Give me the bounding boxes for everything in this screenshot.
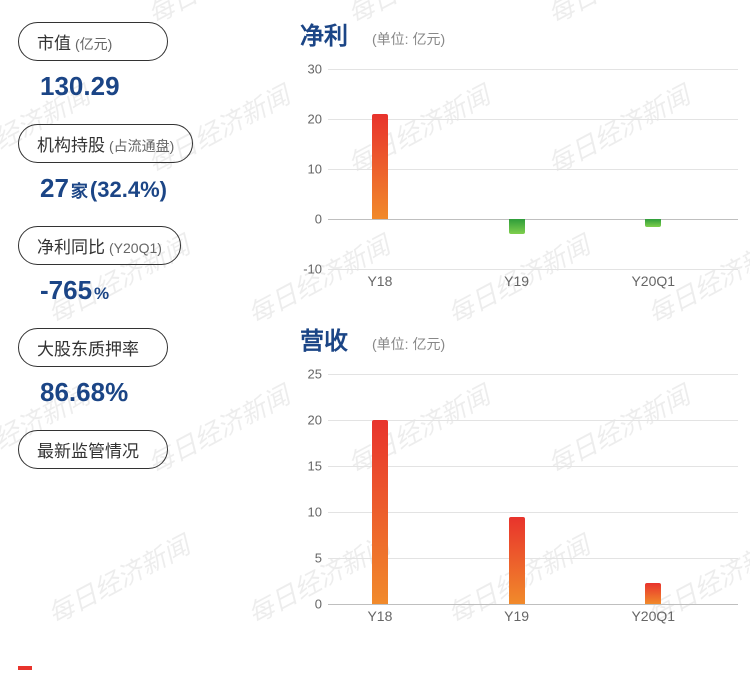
x-tick-label: Y20Q1 xyxy=(631,608,675,624)
bar xyxy=(509,517,525,604)
x-tick-label: Y18 xyxy=(367,273,392,289)
bar xyxy=(372,114,388,219)
metric-sub: (占流通盘) xyxy=(109,136,174,156)
gridline xyxy=(328,374,738,375)
y-tick-label: 20 xyxy=(308,112,322,127)
chart-unit-label: (单位: 亿元) xyxy=(372,29,445,49)
accent-bar-icon xyxy=(18,666,32,670)
x-tick-label: Y19 xyxy=(504,608,529,624)
metric-unit: % xyxy=(94,284,109,304)
metric-value: -765 xyxy=(40,275,92,306)
y-tick-label: 10 xyxy=(308,505,322,520)
x-tick-label: Y20Q1 xyxy=(631,273,675,289)
metric-regulatory: 最新监管情况 xyxy=(18,430,268,469)
gridline xyxy=(328,512,738,513)
gridline xyxy=(328,558,738,559)
profit-chart: 净利 (单位: 亿元) -10 0 10 20 30 Y18 Y19 Y20Q1 xyxy=(294,16,738,291)
metric-pill: 机构持股 (占流通盘) xyxy=(18,124,193,163)
chart-header: 营收 (单位: 亿元) xyxy=(300,321,738,356)
plot-area xyxy=(328,374,738,604)
y-tick-label: 25 xyxy=(308,367,322,382)
gridline xyxy=(328,466,738,467)
x-axis-labels: Y18 Y19 Y20Q1 xyxy=(328,606,738,626)
y-tick-label: 15 xyxy=(308,459,322,474)
chart-area: 0510152025Y18Y19Y20Q1 xyxy=(294,374,738,626)
y-tick-label: 5 xyxy=(315,551,322,566)
metric-sub: (Y20Q1) xyxy=(109,240,162,256)
y-axis: -100102030 xyxy=(294,69,328,269)
metric-unit: 家 xyxy=(71,177,88,202)
metric-sub: (亿元) xyxy=(75,34,112,54)
metric-pill: 大股东质押率 xyxy=(18,328,168,367)
metric-pill: 市值 (亿元) xyxy=(18,22,168,61)
x-axis-line xyxy=(328,219,738,220)
x-tick-label: Y19 xyxy=(504,273,529,289)
metric-value: 130.29 xyxy=(40,71,120,102)
gridline xyxy=(328,69,738,70)
chart-title: 营收 xyxy=(300,321,348,356)
metric-label: 市值 xyxy=(37,29,71,54)
y-tick-label: 0 xyxy=(315,597,322,612)
metric-value-line: 130.29 xyxy=(18,71,268,102)
bar xyxy=(509,219,525,234)
metric-value-line: 27 家 (32.4%) xyxy=(18,173,268,204)
metric-label: 最新监管情况 xyxy=(37,437,139,462)
metric-market-cap: 市值 (亿元) 130.29 xyxy=(18,22,268,102)
revenue-chart: 营收 (单位: 亿元) 0 5 10 15 20 25 Y18 Y19 Y20Q1 xyxy=(294,321,738,626)
x-axis-labels: Y18 Y19 Y20Q1 xyxy=(328,271,738,291)
x-axis-line xyxy=(328,604,738,605)
gridline xyxy=(328,119,738,120)
gridline xyxy=(328,169,738,170)
metrics-column: 市值 (亿元) 130.29 机构持股 (占流通盘) 27 家 (32.4%) … xyxy=(18,16,268,676)
metric-value-line: -765 % xyxy=(18,275,268,306)
metric-value-line: 86.68% xyxy=(18,377,268,408)
y-axis: 0510152025 xyxy=(294,374,328,604)
metric-label: 净利同比 xyxy=(37,233,105,258)
bar xyxy=(645,583,661,604)
main-container: 市值 (亿元) 130.29 机构持股 (占流通盘) 27 家 (32.4%) … xyxy=(0,0,750,676)
x-tick-label: Y18 xyxy=(367,608,392,624)
metric-value: 86.68% xyxy=(40,377,128,408)
y-tick-label: 10 xyxy=(308,162,322,177)
metric-paren: (32.4%) xyxy=(90,177,167,203)
metric-value: 27 xyxy=(40,173,69,204)
charts-column: 净利 (单位: 亿元) -10 0 10 20 30 Y18 Y19 Y20Q1 营收 (单位… xyxy=(268,16,738,676)
metric-label: 大股东质押率 xyxy=(37,335,139,360)
y-tick-label: 30 xyxy=(308,62,322,77)
chart-title: 净利 xyxy=(300,16,348,51)
metric-profit-yoy: 净利同比 (Y20Q1) -765 % xyxy=(18,226,268,306)
y-tick-label: -10 xyxy=(303,262,322,277)
chart-area: -100102030Y18Y19Y20Q1 xyxy=(294,69,738,291)
chart-unit-label: (单位: 亿元) xyxy=(372,334,445,354)
metric-pill: 最新监管情况 xyxy=(18,430,168,469)
metric-label: 机构持股 xyxy=(37,131,105,156)
metric-inst-holdings: 机构持股 (占流通盘) 27 家 (32.4%) xyxy=(18,124,268,204)
plot-area xyxy=(328,69,738,269)
bar xyxy=(645,219,661,227)
bar xyxy=(372,420,388,604)
chart-header: 净利 (单位: 亿元) xyxy=(300,16,738,51)
gridline xyxy=(328,420,738,421)
metric-pledge-rate: 大股东质押率 86.68% xyxy=(18,328,268,408)
gridline xyxy=(328,269,738,270)
y-tick-label: 0 xyxy=(315,212,322,227)
y-tick-label: 20 xyxy=(308,413,322,428)
metric-pill: 净利同比 (Y20Q1) xyxy=(18,226,181,265)
